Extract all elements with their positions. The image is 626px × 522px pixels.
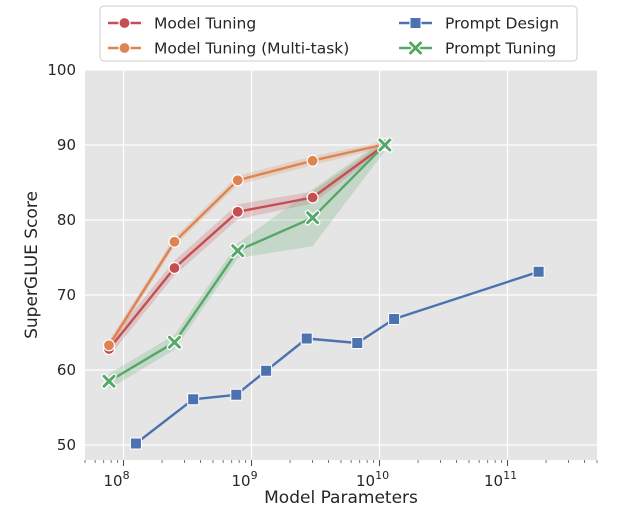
data-point bbox=[300, 332, 313, 345]
data-point bbox=[231, 174, 244, 187]
data-point bbox=[377, 137, 393, 153]
data-point bbox=[231, 205, 244, 218]
legend-marker bbox=[118, 41, 131, 55]
marker-cross bbox=[102, 374, 116, 388]
data-point bbox=[168, 261, 181, 275]
data-point bbox=[168, 235, 181, 248]
y-tick-label: 70 bbox=[57, 286, 76, 304]
legend-marker bbox=[407, 40, 424, 56]
data-point bbox=[101, 373, 117, 389]
data-point bbox=[388, 313, 401, 325]
legend-label: Prompt Tuning bbox=[445, 40, 556, 58]
data-point bbox=[129, 437, 142, 450]
y-tick-label: 100 bbox=[47, 61, 76, 79]
series-line bbox=[135, 270, 539, 445]
grid bbox=[85, 69, 597, 460]
marker-cross bbox=[167, 335, 181, 349]
legend-label: Model Tuning (Multi-task) bbox=[154, 40, 349, 58]
series-lines bbox=[107, 143, 539, 445]
x-axis-label: Model Parameters bbox=[264, 488, 418, 508]
data-point bbox=[532, 265, 545, 278]
legend-label: Model Tuning bbox=[154, 15, 256, 33]
data-point bbox=[306, 191, 319, 204]
y-axis-label: SuperGLUE Score bbox=[22, 191, 42, 339]
marker-cross bbox=[378, 138, 392, 152]
data-point bbox=[304, 210, 321, 226]
y-tick-label: 50 bbox=[57, 436, 76, 454]
data-point bbox=[230, 388, 243, 401]
legend-box bbox=[99, 5, 578, 62]
x-tick-label: 109 bbox=[231, 469, 257, 490]
y-axis-ticks: 50 60 70 80 90 100 bbox=[47, 61, 76, 454]
data-point bbox=[187, 393, 200, 406]
legend: Model Tuning Model Tuning (Multi-task) Pro… bbox=[99, 5, 578, 62]
data-point bbox=[102, 339, 116, 352]
y-tick-label: 80 bbox=[57, 211, 76, 229]
y-tick-label: 90 bbox=[57, 136, 76, 154]
data-point bbox=[351, 337, 364, 349]
x-tick-label: 1011 bbox=[484, 469, 517, 490]
series-markers bbox=[101, 137, 545, 450]
y-tick-label: 60 bbox=[57, 361, 76, 379]
data-point bbox=[306, 154, 319, 167]
x-axis-ticks: 108 109 1010 1011 bbox=[84, 460, 598, 490]
legend-label: Prompt Design bbox=[445, 15, 559, 33]
x-tick-label: 1010 bbox=[356, 469, 389, 490]
marker-cross bbox=[409, 41, 422, 55]
legend-marker bbox=[118, 16, 131, 30]
data-point bbox=[260, 364, 273, 377]
marker-cross bbox=[306, 211, 320, 225]
x-tick-label: 108 bbox=[103, 469, 129, 490]
marker-cross bbox=[231, 244, 245, 258]
legend-marker bbox=[409, 17, 422, 29]
data-point bbox=[229, 243, 246, 259]
data-point bbox=[166, 334, 183, 350]
